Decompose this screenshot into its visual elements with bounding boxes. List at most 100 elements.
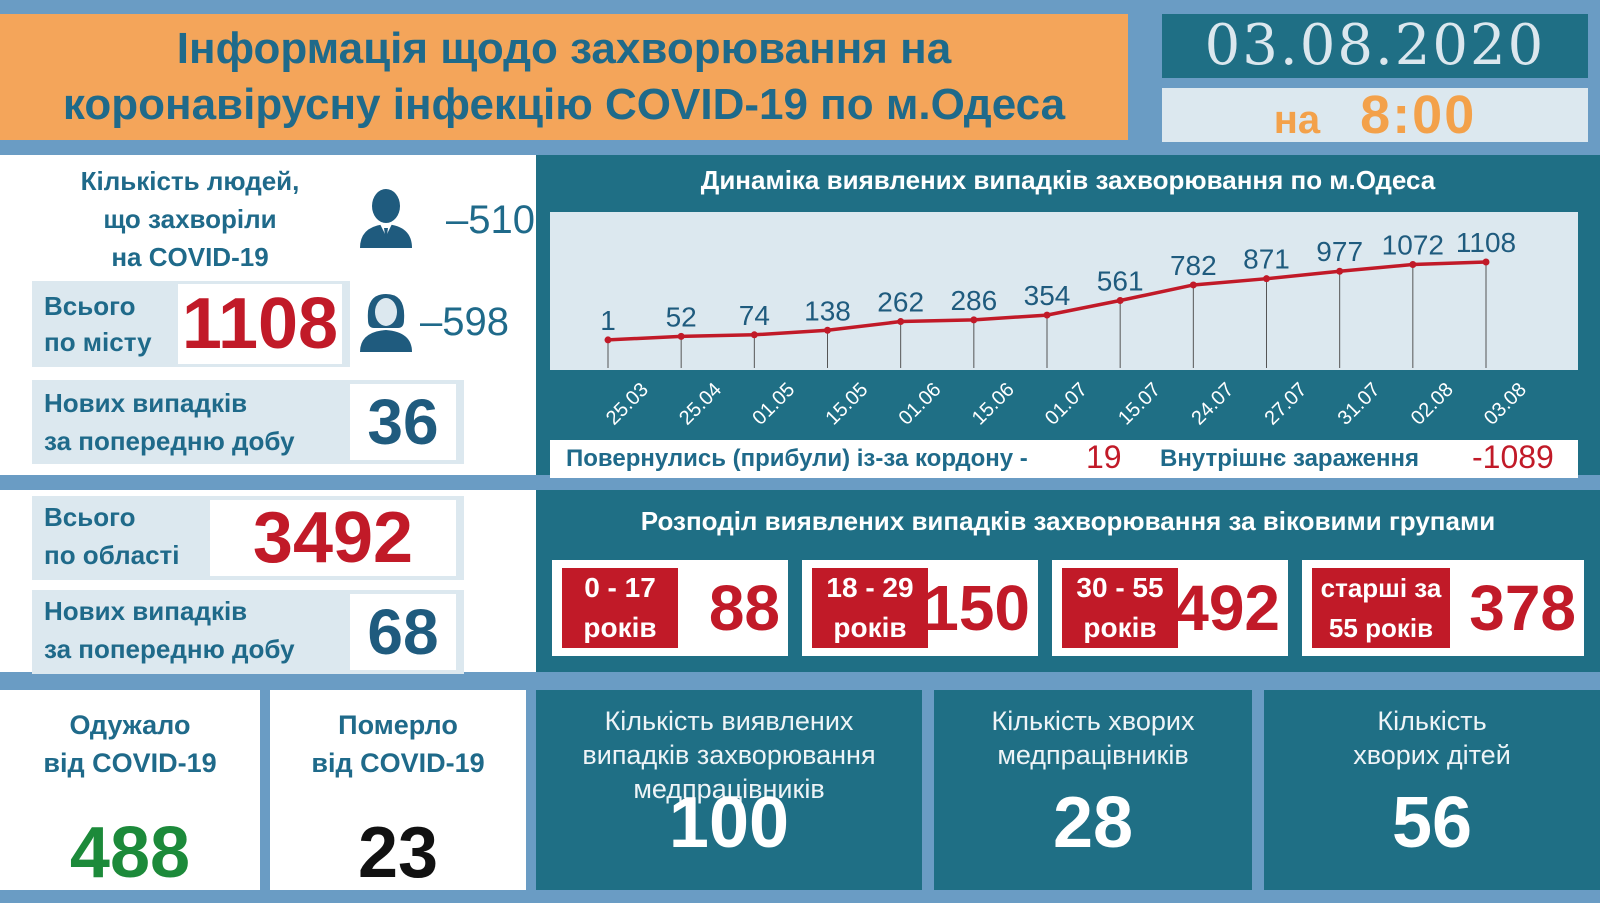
age-group-value: 88 [708, 572, 780, 644]
age-group-label: 0 - 17 років [562, 568, 678, 648]
internal-value: -1089 [1472, 439, 1554, 475]
city-total-label: Всього по місту [44, 288, 152, 360]
region-total-label-line-2: по області [44, 540, 180, 570]
chart-x-tick-label: 01.07 [1041, 379, 1092, 430]
age-group-label-line-2: 55 років [1328, 613, 1434, 643]
chart-data-label: 74 [739, 300, 770, 331]
chart-x-tick-label: 15.06 [968, 379, 1019, 430]
chart-point [897, 318, 905, 326]
died-label-line-2: від COVID-19 [311, 748, 485, 778]
recovered-panel: Одужало від COVID-19 488 [0, 690, 260, 893]
chart-data-label: 977 [1316, 236, 1363, 267]
city-new-label-line-2: за попередню добу [44, 426, 295, 456]
chart-svg: 1 25.03 52 25.04 74 01.05 138 15.05 262 01.06 286 1… [600, 227, 1531, 430]
female-count: –598 [420, 300, 509, 344]
children-label-line-1: Кількість [1377, 706, 1487, 736]
source-strip [550, 440, 1578, 478]
chart-title: Динаміка виявлених випадків захворювання… [700, 165, 1436, 195]
male-count: –510 [446, 198, 535, 242]
internal-label: Внутрішнє зараження [1160, 445, 1419, 472]
header-title-banner [0, 14, 1128, 140]
age-group-label-line-2: років [833, 612, 907, 643]
chart-data-label: 286 [950, 285, 997, 316]
title-line-1: Інформація щодо захворювання на [176, 24, 952, 73]
age-group-label-line-2: років [583, 612, 657, 643]
medical-cases-value: 100 [668, 783, 790, 863]
chart-data-label: 1108 [1456, 227, 1516, 258]
age-group-30-55: 30 - 55 років 492 [1052, 560, 1288, 656]
age-group-0-17: 0 - 17 років 88 [552, 560, 788, 656]
city-new-label: Нових випадків за попередню добу [44, 384, 295, 460]
region-new-label-line-2: за попередню добу [44, 634, 295, 664]
female-icon [360, 294, 412, 352]
chart-x-tick-label: 15.05 [821, 379, 872, 430]
chart-point [677, 332, 685, 340]
medical-cases-label-line-2: випадків захворювання [582, 740, 876, 770]
chart-x-tick-label: 25.03 [602, 379, 653, 430]
region-new-label: Нових випадків за попередню добу [44, 592, 295, 668]
children-label: Кількість хворих дітей [1264, 704, 1600, 772]
medical-sick-panel: Кількість хворих медпрацівників 28 [934, 690, 1252, 890]
time-value: 8:00 [1360, 85, 1477, 145]
chart-data-label: 138 [804, 295, 851, 326]
people-label-line-3: на COVID-19 [111, 242, 269, 272]
age-group-label: 30 - 55 років [1062, 568, 1178, 648]
region-total-label-line-1: Всього [44, 502, 136, 532]
medical-cases-label-line-1: Кількість виявлених [604, 706, 854, 736]
age-title: Розподіл виявлених випадків захворювання… [640, 506, 1496, 536]
recovered-label-line-1: Одужало [69, 710, 191, 740]
age-group-value: 378 [1469, 572, 1576, 644]
city-total-label-line-2: по місту [44, 327, 152, 357]
chart-x-tick-label: 03.08 [1480, 379, 1531, 430]
chart-point [1043, 311, 1051, 319]
border-label: Повернулись (прибули) із-за кордону - [566, 445, 1028, 472]
chart-plot-area [550, 212, 1578, 370]
medical-sick-label: Кількість хворих медпрацівників [934, 704, 1252, 772]
chart-point [970, 316, 978, 324]
chart-x-tick-label: 25.04 [675, 379, 726, 430]
region-total-value: 3492 [210, 500, 456, 576]
chart-point [1482, 258, 1490, 266]
region-new-value: 68 [350, 594, 456, 670]
title-line-2: коронавірусну інфекцію COVID-19 по м.Оде… [62, 80, 1066, 129]
age-group-55-plus: старші за 55 років 378 [1302, 560, 1584, 656]
chart-data-label: 354 [1024, 280, 1071, 311]
children-value: 56 [1391, 783, 1473, 863]
people-label-line-1: Кількість людей, [80, 166, 300, 196]
region-total-label: Всього по області [44, 498, 180, 574]
report-time: на 8:00 [1162, 88, 1588, 142]
died-label-line-1: Померло [338, 710, 458, 740]
chart-data-label: 871 [1243, 244, 1290, 275]
chart-data-label: 52 [666, 301, 697, 332]
chart-point [1409, 261, 1417, 269]
age-group-value: 492 [1173, 572, 1280, 644]
age-group-label-line-1: 30 - 55 [1076, 572, 1164, 603]
chart-data-label: 782 [1170, 250, 1217, 281]
children-label-line-2: хворих дітей [1353, 740, 1511, 770]
chart-x-tick-label: 24.07 [1187, 379, 1238, 430]
medical-sick-label-line-2: медпрацівників [997, 740, 1189, 770]
chart-point [604, 336, 612, 344]
chart-x-tick-label: 27.07 [1260, 379, 1311, 430]
border-value: 19 [1086, 439, 1122, 475]
city-total-value: 1108 [178, 284, 342, 364]
chart-point [1336, 267, 1344, 275]
page-title: Інформація щодо захворювання на коронавір… [0, 14, 1128, 140]
died-panel: Померло від COVID-19 23 [270, 690, 526, 893]
region-new-label-line-1: Нових випадків [44, 596, 248, 626]
chart-x-tick-label: 01.06 [895, 379, 946, 430]
age-group-label: старші за 55 років [1312, 568, 1450, 648]
chart-data-label: 262 [877, 287, 924, 318]
male-icon [360, 189, 412, 248]
people-label: Кількість людей, що захворіли на COVID-1… [40, 162, 340, 276]
recovered-value: 488 [69, 813, 191, 893]
medical-sick-value: 28 [1052, 783, 1134, 863]
recovered-label-line-2: від COVID-19 [43, 748, 217, 778]
chart-x-tick-label: 31.07 [1334, 379, 1385, 430]
chart-point [1263, 275, 1270, 283]
died-label: Померло від COVID-19 [270, 706, 526, 782]
medical-cases-panel: Кількість виявлених випадків захворюванн… [536, 690, 922, 890]
age-group-label-line-1: старші за [1320, 573, 1442, 603]
chart-point [750, 331, 758, 339]
age-group-18-29: 18 - 29 років 150 [802, 560, 1038, 656]
